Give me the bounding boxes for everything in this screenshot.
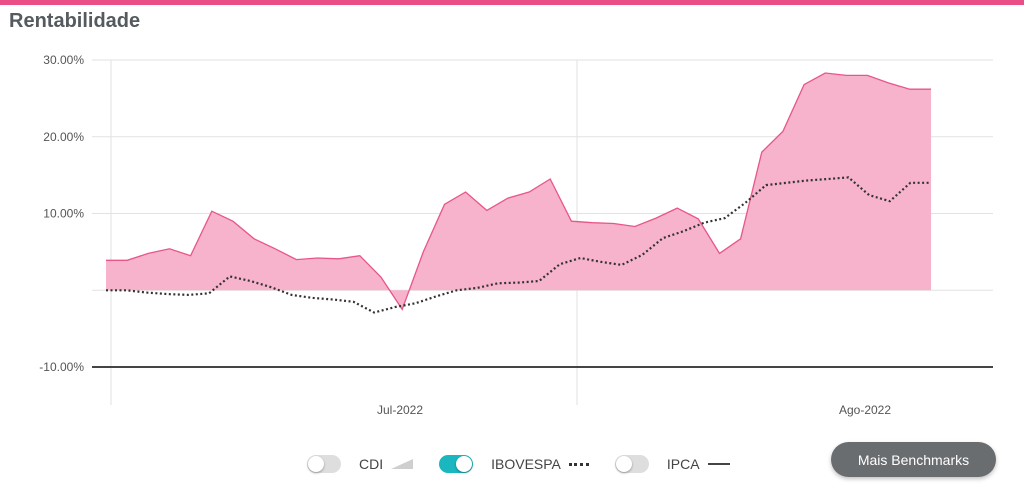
legend-item-cdi[interactable]: CDI [307, 455, 414, 473]
more-benchmarks-button[interactable]: Mais Benchmarks [831, 442, 996, 477]
ipca-toggle[interactable] [614, 455, 649, 473]
dotted-line-icon [568, 462, 589, 466]
y-tick-label: -10.00% [39, 360, 84, 374]
legend-item-ipca[interactable]: IPCA [614, 455, 730, 473]
page-title: Rentabilidade [9, 10, 141, 32]
accent-bar [0, 0, 1024, 5]
toggle-knob [308, 456, 324, 472]
ibovespa-toggle[interactable] [439, 455, 474, 473]
legend-item-ibovespa[interactable]: IBOVESPA [439, 455, 589, 473]
y-axis-ticks: 30.00% 20.00% 10.00% -10.00% [39, 53, 84, 374]
performance-chart: 30.00% 20.00% 10.00% -10.00% Jul-2022 Ago-20… [39, 53, 993, 417]
cdi-toggle[interactable] [307, 455, 341, 473]
legend-label-ipca: IPCA [666, 456, 700, 472]
toggle-knob [456, 456, 473, 472]
x-tick-label: Jul-2022 [377, 403, 423, 417]
x-tick-label: Ago-2022 [839, 403, 891, 417]
fund-area-fill [106, 73, 931, 310]
y-tick-label: 30.00% [43, 53, 84, 67]
legend: CDI IBOVESPA IPCA [307, 452, 756, 476]
toggle-knob [615, 456, 632, 472]
y-tick-label: 20.00% [43, 130, 84, 144]
y-tick-label: 10.00% [43, 207, 84, 221]
fund-area-series [106, 72, 931, 311]
solid-line-icon [707, 463, 730, 465]
legend-label-cdi: CDI [359, 456, 384, 472]
x-axis-ticks: Jul-2022 Ago-2022 [377, 403, 891, 417]
legend-label-ibovespa: IBOVESPA [491, 456, 561, 472]
benchmark-lines [92, 176, 993, 368]
area-swatch-icon [391, 459, 414, 469]
fund-series-line [106, 72, 931, 311]
ibovespa-series-line [106, 176, 931, 314]
